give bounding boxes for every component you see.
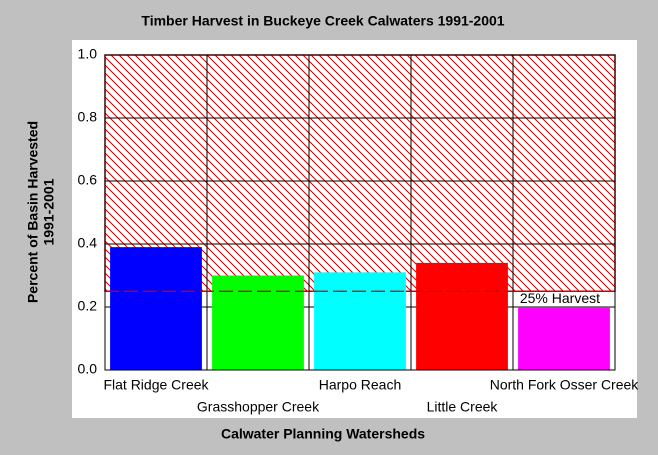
bar bbox=[110, 247, 202, 370]
x-tick-label: North Fork Osser Creek bbox=[490, 377, 640, 393]
y-tick-label: 0.6 bbox=[78, 172, 98, 188]
bar bbox=[518, 307, 610, 370]
chart-title: Timber Harvest in Buckeye Creek Calwater… bbox=[141, 13, 504, 29]
y-tick-label: 0.8 bbox=[78, 109, 98, 125]
y-axis-label: Percent of Basin Harvested bbox=[25, 121, 41, 303]
x-tick-label: Little Creek bbox=[427, 399, 499, 415]
y-axis-label: 1991-2001 bbox=[41, 178, 57, 245]
plot-border bbox=[104, 54, 616, 371]
y-tick-label: 0.2 bbox=[78, 298, 98, 314]
y-tick-label: 0.0 bbox=[78, 361, 98, 377]
bar bbox=[416, 262, 508, 370]
y-tick-label: 1.0 bbox=[78, 46, 98, 62]
y-tick-label: 0.4 bbox=[78, 235, 98, 251]
x-tick-label: Flat Ridge Creek bbox=[103, 377, 209, 393]
bar bbox=[314, 272, 406, 370]
bar bbox=[212, 275, 304, 370]
threshold-label: 25% Harvest bbox=[520, 290, 600, 306]
x-tick-label: Harpo Reach bbox=[319, 377, 402, 393]
x-tick-label: Grasshopper Creek bbox=[197, 399, 320, 415]
x-axis-label: Calwater Planning Watersheds bbox=[221, 426, 425, 442]
